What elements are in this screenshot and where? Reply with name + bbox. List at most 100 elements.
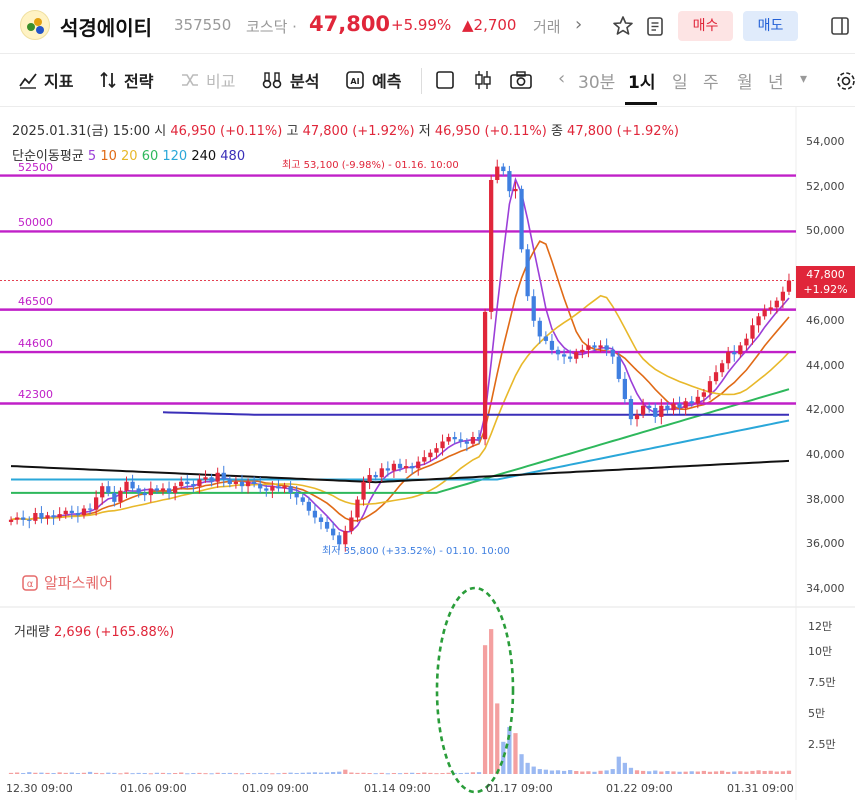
candle-body xyxy=(337,535,342,545)
volume-bar xyxy=(166,773,172,775)
volume-bar xyxy=(531,766,536,774)
volume-bar xyxy=(191,773,196,775)
sidebar-toggle-icon[interactable] xyxy=(828,14,852,38)
volume-bar xyxy=(179,772,184,774)
watermark-text: 알파스퀘어 xyxy=(44,574,114,592)
forecast-button[interactable]: AI 예측 xyxy=(344,68,401,92)
sell-button[interactable]: 매도 xyxy=(743,11,798,41)
volume-bar xyxy=(452,772,457,774)
candle-body xyxy=(549,340,555,350)
period-tab-0[interactable]: 30분 xyxy=(578,73,616,93)
candle-body xyxy=(27,519,32,521)
candlestick-icon[interactable] xyxy=(472,69,494,91)
ma-line-480 xyxy=(162,411,789,416)
volume-bar xyxy=(416,773,421,775)
candle-body xyxy=(677,403,682,408)
high-value: 47,800 (+1.92%) xyxy=(302,124,415,139)
candle-body xyxy=(598,345,603,348)
period-scroll-left-icon[interactable]: ‹ xyxy=(558,68,566,89)
candle-body xyxy=(324,521,330,529)
period-dropdown-icon[interactable]: ▾ xyxy=(800,71,808,87)
volume-bar xyxy=(610,769,615,774)
candle-body xyxy=(355,499,360,518)
candle-body xyxy=(288,486,293,493)
candle-body xyxy=(756,316,761,326)
volume-bar xyxy=(93,772,99,774)
candle-body xyxy=(628,399,634,420)
candle-body xyxy=(300,497,305,502)
candle-body xyxy=(379,468,384,478)
period-tab-4[interactable]: 월 xyxy=(737,73,753,93)
volume-bar xyxy=(732,771,737,774)
stock-name[interactable]: 석경에이티 xyxy=(60,16,152,40)
candle-body xyxy=(416,461,421,469)
x-axis-label: 12.30 09:00 xyxy=(6,782,73,795)
volume-bar xyxy=(750,770,755,774)
volume-bar xyxy=(707,771,713,774)
analysis-label: 분석 xyxy=(290,72,320,91)
ma-period-480[interactable]: 480 xyxy=(216,149,246,164)
candle-body xyxy=(258,483,263,489)
candle-body xyxy=(130,481,135,489)
volume-bar xyxy=(69,772,74,774)
candle-body xyxy=(191,483,196,487)
volume-bar xyxy=(318,772,324,774)
current-price-tag-value: 47,800 xyxy=(806,268,845,281)
camera-icon[interactable] xyxy=(509,69,533,91)
close-label: 종 xyxy=(550,124,563,139)
candle-body xyxy=(154,488,160,491)
candle-body xyxy=(124,481,129,491)
star-icon[interactable] xyxy=(611,14,635,38)
indicator-icon xyxy=(19,73,37,89)
period-tab-2[interactable]: 일 xyxy=(672,73,688,93)
candle-body xyxy=(318,517,324,522)
ma-period-20[interactable]: 20 xyxy=(116,149,138,164)
volume-bar xyxy=(713,771,719,774)
ma-period-240[interactable]: 240 xyxy=(187,149,217,164)
candle-body xyxy=(519,188,524,250)
market-label: 코스닥 · xyxy=(246,18,297,36)
volume-bar xyxy=(276,773,281,775)
x-axis-label: 01.22 09:00 xyxy=(606,782,673,795)
candle-body xyxy=(312,510,318,518)
ma-period-120[interactable]: 120 xyxy=(158,149,188,164)
settings-gear-icon[interactable] xyxy=(834,69,855,93)
analysis-button[interactable]: 분석 xyxy=(262,68,319,92)
volume-bar xyxy=(343,769,348,774)
ma-period-60[interactable]: 60 xyxy=(137,149,159,164)
volume-bar xyxy=(434,773,439,775)
memo-icon[interactable] xyxy=(643,14,667,38)
level-label: 52500 xyxy=(18,160,53,174)
svg-text:AI: AI xyxy=(350,77,359,86)
volume-bar xyxy=(604,770,609,774)
volume-bar xyxy=(57,772,62,774)
candle-body xyxy=(659,405,664,417)
strategy-button[interactable]: 전략 xyxy=(98,68,153,92)
candle-body xyxy=(100,486,105,498)
volume-axis-label: 5만 xyxy=(808,707,826,721)
volume-bar xyxy=(640,770,646,774)
volume-bar xyxy=(580,771,585,774)
volume-bar xyxy=(458,773,463,775)
compare-button[interactable]: 비교 xyxy=(180,68,235,92)
candle-body xyxy=(63,510,68,515)
chevron-right-icon[interactable]: › xyxy=(575,14,583,35)
period-tab-3[interactable]: 주 xyxy=(703,73,719,93)
ma-period-10[interactable]: 10 xyxy=(96,149,117,164)
volume-bar xyxy=(689,771,694,774)
volume-bar xyxy=(701,770,707,774)
period-tab-1[interactable]: 1시 xyxy=(628,73,656,93)
volume-bar xyxy=(665,771,670,774)
indicator-button[interactable]: 지표 xyxy=(18,68,73,92)
square-icon[interactable] xyxy=(434,69,456,91)
ma-line-20 xyxy=(10,294,790,521)
buy-button[interactable]: 매수 xyxy=(678,11,733,41)
moving-average-legend[interactable]: 단순이동평균 5 10 20 60 120 240 480 xyxy=(12,145,245,164)
volume-bar xyxy=(245,773,251,775)
candle-body xyxy=(75,513,81,516)
candle-body xyxy=(136,488,141,493)
period-tab-5[interactable]: 년 xyxy=(768,73,784,93)
ma-period-5[interactable]: 5 xyxy=(87,149,97,164)
volume-bar xyxy=(446,772,451,774)
